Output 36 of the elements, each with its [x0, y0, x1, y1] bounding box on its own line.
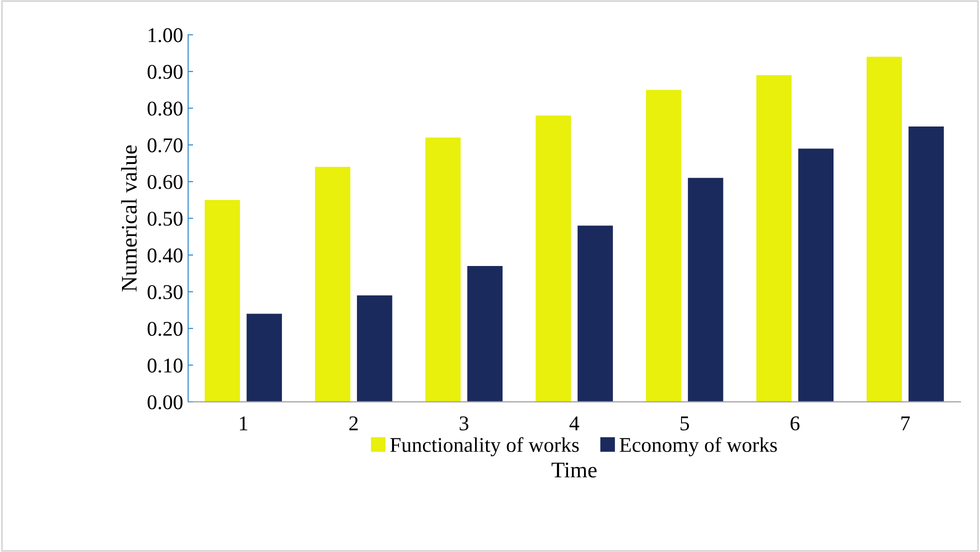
bar	[315, 166, 350, 402]
y-axis-title: Numerical value	[121, 145, 137, 292]
y-tick-label: 0.10	[148, 358, 183, 373]
x-tick-label: 7	[901, 416, 910, 430]
y-tick-label: 0.50	[148, 212, 183, 226]
y-tick-label: 0.20	[148, 322, 183, 336]
bar	[356, 295, 392, 402]
bar	[204, 200, 240, 402]
y-tick-label: 0.40	[148, 248, 183, 263]
legend-label: Functionality of works	[390, 437, 579, 456]
x-tick-label: 5	[680, 416, 689, 430]
x-axis-title: Time	[552, 462, 597, 478]
bar	[756, 75, 792, 402]
bar	[246, 314, 282, 402]
y-tick-label: 0.00	[148, 395, 183, 410]
x-tick-label: 2	[349, 416, 358, 430]
x-tick-label: 6	[790, 416, 800, 430]
bar	[866, 56, 902, 402]
y-tick-label: 0.60	[148, 174, 183, 190]
legend-label: Economy of works	[620, 437, 777, 456]
bar	[688, 178, 724, 402]
bar	[467, 266, 503, 402]
y-tick-label: 1.00	[148, 28, 183, 42]
bar	[536, 116, 571, 402]
bar	[908, 126, 944, 402]
bar	[646, 90, 682, 402]
bar	[578, 226, 613, 402]
y-tick-label: 0.90	[148, 64, 183, 80]
bar	[798, 148, 834, 402]
x-tick-label: 4	[569, 416, 580, 430]
y-tick-label: 0.70	[148, 138, 183, 152]
x-tick-label: 1	[240, 416, 248, 430]
bar	[425, 138, 461, 402]
y-tick-label: 0.80	[148, 102, 183, 116]
y-tick-label: 0.30	[148, 285, 183, 300]
x-tick-label: 3	[460, 416, 468, 430]
